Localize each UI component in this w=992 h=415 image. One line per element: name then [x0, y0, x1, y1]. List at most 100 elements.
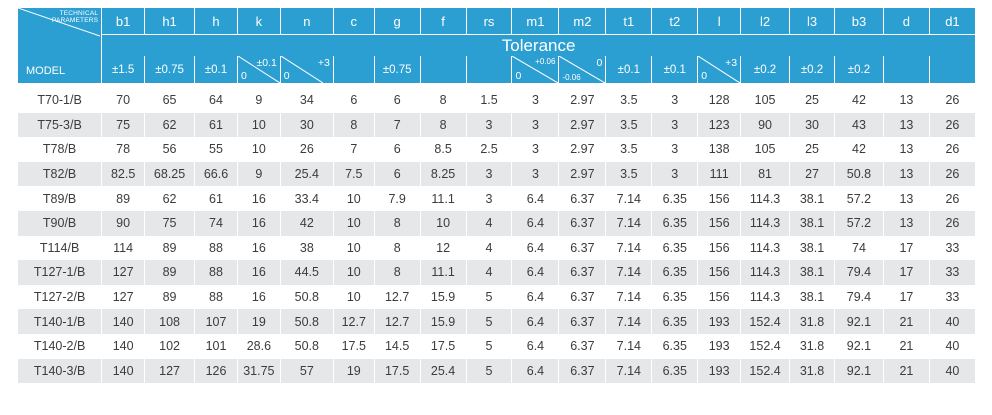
value-cell-rs: 3 [466, 186, 513, 211]
value-cell-h1: 62 [144, 186, 196, 211]
value-cell-k: 16 [237, 186, 281, 211]
value-cell-d1: 40 [929, 309, 977, 334]
table-row: T82/B 82.5 68.25 66.6 9 25.4 7.5 6 8.25 3 3 2.97 3.5… [18, 161, 977, 187]
value-cell-d: 17 [883, 260, 930, 285]
col-header-m1: m1 [511, 8, 560, 35]
model-cell: T140-2/B [18, 333, 103, 359]
value-cell-d: 13 [883, 88, 930, 113]
value-cell-k: 16 [237, 260, 281, 285]
value-cell-l: 156 [697, 235, 742, 261]
value-cell-d: 17 [883, 235, 930, 261]
value-cell-t1: 3.5 [605, 88, 653, 113]
col-header-c: c [333, 8, 375, 35]
value-cell-k: 9 [237, 88, 281, 113]
value-cell-t2: 6.35 [651, 284, 699, 310]
value-cell-n: 57 [280, 358, 334, 384]
tol-m1: +0.06 0 [511, 56, 560, 84]
col-header-t1: t1 [605, 8, 653, 35]
value-cell-l2: 105 [740, 88, 791, 113]
col-header-d1: d1 [929, 8, 977, 35]
col-header-n: n [280, 8, 334, 35]
value-cell-rs: 5 [466, 333, 513, 359]
table-row: T140-2/B 140 102 101 28.6 50.8 17.5 14.5 17.5 5 6.… [18, 333, 977, 359]
value-cell-b3: 57.2 [834, 186, 884, 211]
table-row: T70-1/B 70 65 64 9 34 6 6 8 1.5 3 2.97 3.5 3 128 105 25 4… [18, 88, 977, 113]
value-cell-c: 10 [333, 210, 375, 236]
value-cell-h: 101 [194, 333, 238, 359]
tol-n-upper: +3 [317, 57, 330, 69]
table-row: T89/B 89 62 61 16 33.4 10 7.9 11.1 3 6.4 6.37 7.14 6.… [18, 186, 977, 211]
value-cell-b3: 92.1 [834, 309, 884, 334]
model-cell: T127-1/B [18, 260, 103, 285]
col-header-h1: h1 [144, 8, 196, 35]
value-cell-l2: 105 [740, 137, 791, 162]
value-cell-rs: 4 [466, 235, 513, 261]
value-cell-h1: 127 [144, 358, 196, 384]
value-cell-t2: 6.35 [651, 309, 699, 334]
value-cell-g: 6 [374, 88, 421, 113]
value-cell-m2: 2.97 [558, 112, 607, 138]
model-cell: T127-2/B [18, 284, 103, 310]
tol-h1: ±0.75 [144, 56, 196, 84]
value-cell-b1: 90 [101, 210, 146, 236]
value-cell-f: 17.5 [420, 333, 467, 359]
col-header-l: l [697, 8, 742, 35]
value-cell-h1: 102 [144, 333, 196, 359]
value-cell-m1: 3 [511, 88, 560, 113]
value-cell-t1: 7.14 [605, 309, 653, 334]
value-cell-h1: 89 [144, 284, 196, 310]
value-cell-t2: 3 [651, 112, 699, 138]
value-cell-d: 13 [883, 112, 930, 138]
value-cell-h: 88 [194, 284, 238, 310]
value-cell-k: 10 [237, 112, 281, 138]
col-header-g: g [374, 8, 421, 35]
value-cell-f: 15.9 [420, 309, 467, 334]
value-cell-h1: 68.25 [144, 161, 196, 187]
value-cell-b1: 78 [101, 137, 146, 162]
value-cell-g: 12.7 [374, 284, 421, 310]
tolerance-header: Tolerance [101, 34, 976, 56]
value-cell-d: 21 [883, 358, 930, 384]
tol-b3: ±0.2 [834, 56, 884, 84]
model-cell: T140-1/B [18, 309, 103, 334]
value-cell-m1: 6.4 [511, 333, 560, 359]
tol-k-lower: 0 [240, 70, 247, 82]
value-cell-d: 21 [883, 333, 930, 359]
value-cell-n: 50.8 [280, 309, 334, 334]
value-cell-f: 11.1 [420, 260, 467, 285]
value-cell-l2: 152.4 [740, 309, 791, 334]
value-cell-rs: 5 [466, 309, 513, 334]
value-cell-h: 88 [194, 235, 238, 261]
value-cell-l: 193 [697, 333, 742, 359]
value-cell-g: 7.9 [374, 186, 421, 211]
value-cell-l2: 114.3 [740, 235, 791, 261]
tol-n-lower: 0 [283, 70, 290, 82]
value-cell-b1: 127 [101, 260, 146, 285]
col-header-rs: rs [466, 8, 513, 35]
value-cell-t1: 7.14 [605, 260, 653, 285]
table-row: T140-3/B 140 127 126 31.75 57 19 17.5 25.4 5 6.4 6.… [18, 358, 977, 384]
value-cell-m2: 6.37 [558, 260, 607, 285]
tol-d1 [929, 56, 977, 84]
value-cell-t1: 7.14 [605, 210, 653, 236]
value-cell-g: 8 [374, 235, 421, 261]
value-cell-b1: 89 [101, 186, 146, 211]
value-cell-l2: 114.3 [740, 260, 791, 285]
tol-rs [466, 56, 513, 84]
value-cell-d: 17 [883, 284, 930, 310]
value-cell-n: 38 [280, 235, 334, 261]
value-cell-n: 30 [280, 112, 334, 138]
value-cell-b1: 140 [101, 309, 146, 334]
value-cell-b3: 92.1 [834, 333, 884, 359]
col-header-b3: b3 [834, 8, 884, 35]
value-cell-rs: 4 [466, 260, 513, 285]
table-header: TECHNICAL PARAMETERS MODEL b1 h1 h k n c … [18, 8, 977, 88]
value-cell-b3: 43 [834, 112, 884, 138]
tol-t1: ±0.1 [605, 56, 653, 84]
tol-n: +3 0 [280, 56, 334, 84]
value-cell-rs: 5 [466, 358, 513, 384]
value-cell-d: 13 [883, 161, 930, 187]
value-cell-h1: 89 [144, 260, 196, 285]
tol-l-upper: +3 [725, 57, 738, 69]
value-cell-d1: 33 [929, 284, 977, 310]
